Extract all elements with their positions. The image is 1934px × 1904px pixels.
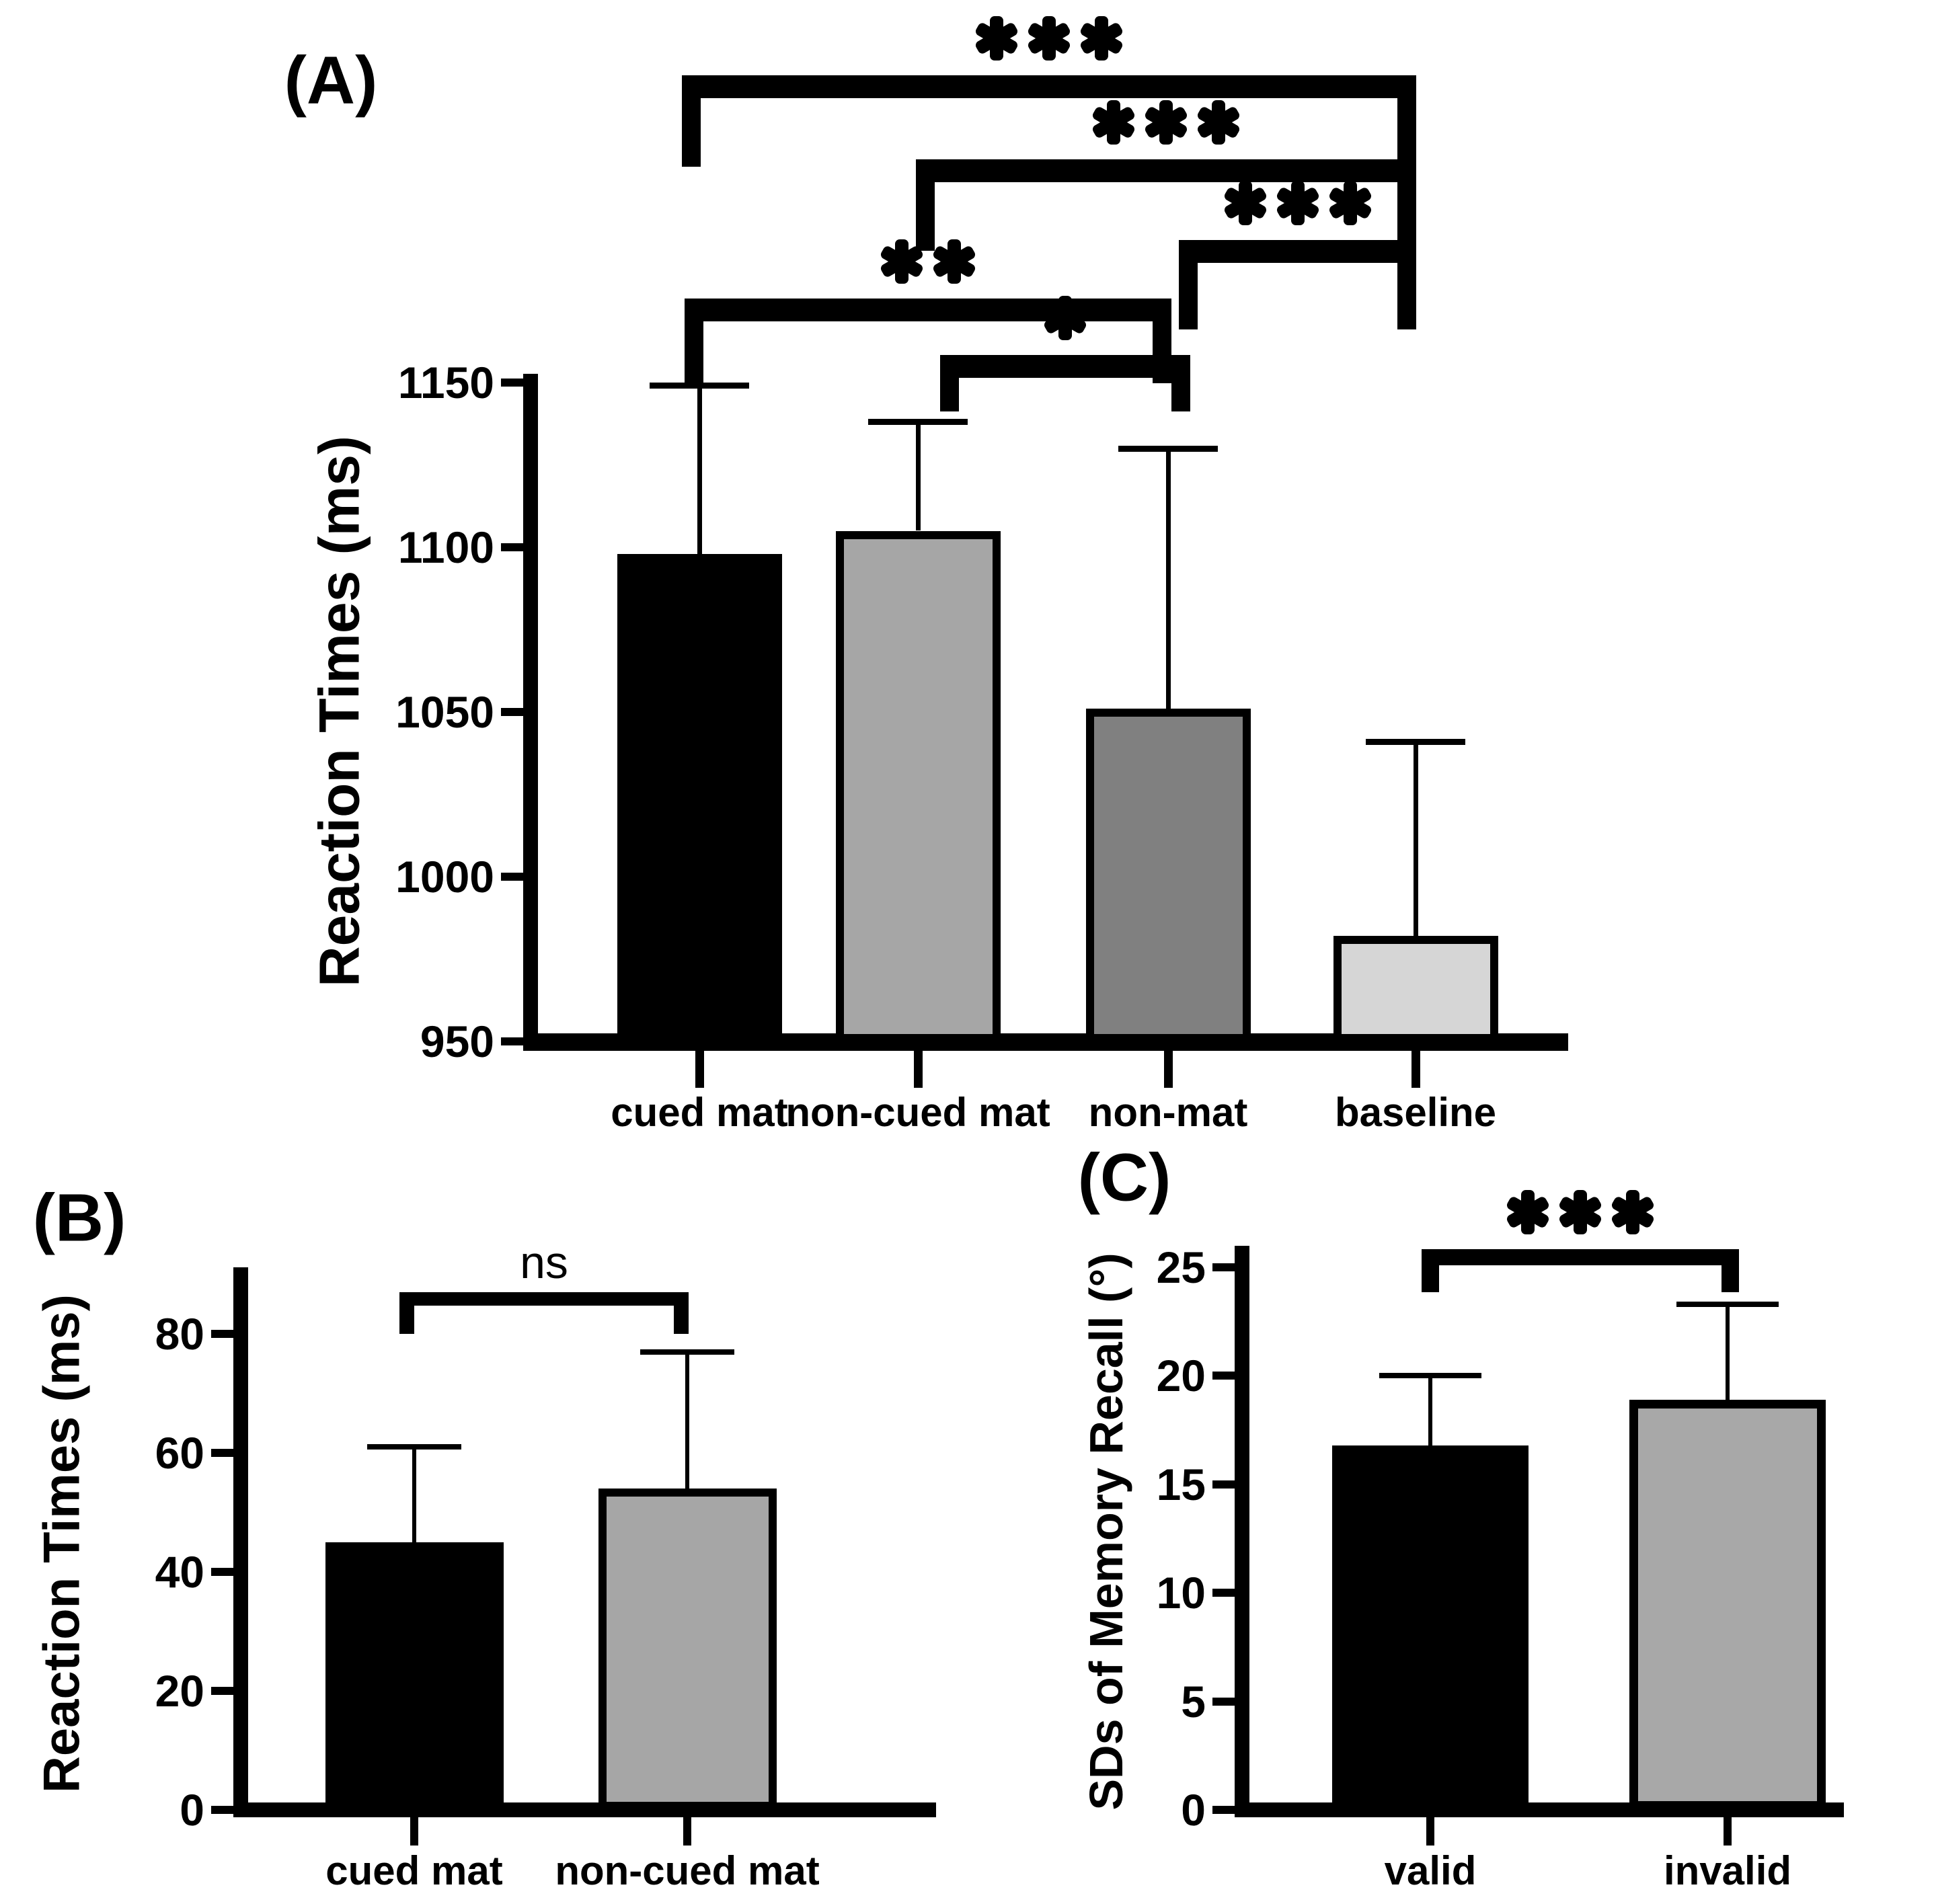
y-tick-label-a-1000: 1000 xyxy=(395,852,494,902)
x-label-baseline: baseline xyxy=(1334,1090,1497,1135)
y-tick-b-60 xyxy=(211,1449,233,1457)
sig-label-non-cued-mat-non-mat xyxy=(1039,294,1091,345)
x-label-non-mat: non-mat xyxy=(1088,1090,1248,1135)
error-stem-invalid xyxy=(1726,1304,1730,1400)
x-tick-invalid xyxy=(1724,1817,1732,1846)
x-tick-valid xyxy=(1426,1817,1434,1846)
bar-non-cued-mat xyxy=(835,530,1001,1042)
error-stem-non-cued-mat xyxy=(916,422,921,531)
sig-bracket-non-cued-mat-non-mat xyxy=(940,355,1190,411)
panel-a-letter: (A) xyxy=(284,42,378,118)
y-tick-b-80 xyxy=(211,1330,233,1338)
y-tick-label-b-60: 60 xyxy=(155,1428,204,1478)
error-stem-cued-mat xyxy=(697,385,702,554)
y-tick-a-1100 xyxy=(501,543,523,551)
y-tick-c-10 xyxy=(1212,1589,1235,1597)
y-tick-label-c-10: 10 xyxy=(1156,1568,1206,1618)
x-label-non-cued-mat: non-cued mat xyxy=(785,1090,1050,1135)
y-tick-b-40 xyxy=(211,1568,233,1576)
x-label-cued-mat: cued mat xyxy=(611,1090,788,1135)
y-tick-c-0 xyxy=(1212,1806,1235,1814)
x-tick-baseline xyxy=(1411,1051,1420,1088)
x-tick-non-mat xyxy=(1164,1051,1173,1088)
y-tick-a-1150 xyxy=(501,379,523,387)
error-stem-non-mat xyxy=(1166,448,1171,709)
sig-bracket-valid-invalid xyxy=(1422,1249,1739,1292)
x-tick-non-cued-mat xyxy=(683,1817,691,1846)
y-tick-c-15 xyxy=(1212,1480,1235,1489)
error-cap-non-cued-mat xyxy=(640,1349,734,1355)
bar-invalid xyxy=(1629,1399,1826,1810)
bar-cued-mat xyxy=(325,1542,504,1810)
sig-label-valid-invalid xyxy=(1502,1189,1659,1239)
bar-non-cued-mat xyxy=(598,1489,777,1810)
y-tick-label-b-80: 80 xyxy=(155,1309,204,1359)
y-tick-a-1000 xyxy=(501,873,523,881)
y-tick-label-c-25: 25 xyxy=(1156,1242,1206,1292)
y-tick-label-c-0: 0 xyxy=(1181,1785,1206,1835)
bar-cued-mat xyxy=(617,553,782,1042)
y-tick-c-5 xyxy=(1212,1697,1235,1706)
y-tick-a-950 xyxy=(501,1037,523,1045)
error-stem-non-cued-mat xyxy=(685,1351,689,1489)
y-tick-c-25 xyxy=(1212,1263,1235,1271)
y-tick-b-0 xyxy=(211,1806,233,1814)
y-tick-label-c-5: 5 xyxy=(1181,1676,1206,1727)
sig-label-cued-mat-non-mat xyxy=(876,238,980,288)
y-tick-label-b-40: 40 xyxy=(155,1547,204,1597)
sig-label-non-cued-mat-baseline xyxy=(1087,99,1245,149)
y-tick-label-a-950: 950 xyxy=(420,1017,494,1066)
error-cap-cued-mat xyxy=(367,1444,461,1450)
error-cap-non-cued-mat xyxy=(868,419,968,426)
error-cap-baseline xyxy=(1366,738,1465,745)
bar-valid xyxy=(1332,1445,1529,1810)
y-axis-line-a xyxy=(523,374,538,1051)
y-tick-label-a-1100: 1100 xyxy=(397,522,494,572)
sig-label-cued-mat-non-cued-mat: ns xyxy=(520,1237,568,1288)
y-tick-label-a-1150: 1150 xyxy=(397,358,494,407)
y-tick-c-20 xyxy=(1212,1372,1235,1380)
y-tick-b-20 xyxy=(211,1687,233,1695)
error-cap-valid xyxy=(1379,1373,1481,1379)
sig-bracket-non-cued-mat-baseline xyxy=(916,159,1416,251)
panel-c-letter: (C) xyxy=(1077,1140,1171,1216)
error-stem-cued-mat xyxy=(412,1447,416,1542)
bar-non-mat xyxy=(1085,709,1251,1042)
y-tick-label-b-20: 20 xyxy=(155,1666,204,1716)
error-cap-non-mat xyxy=(1118,445,1218,452)
y-tick-label-b-0: 0 xyxy=(180,1785,204,1835)
x-tick-cued-mat xyxy=(695,1051,704,1088)
sig-bracket-cued-mat-non-cued-mat xyxy=(399,1292,689,1334)
x-tick-cued-mat xyxy=(410,1817,418,1846)
x-label-cued-mat: cued mat xyxy=(325,1848,503,1893)
x-label-non-cued-mat: non-cued mat xyxy=(555,1848,820,1893)
y-tick-label-c-15: 15 xyxy=(1156,1459,1206,1509)
error-stem-valid xyxy=(1428,1376,1432,1445)
error-cap-invalid xyxy=(1676,1301,1779,1307)
y-axis-line-b xyxy=(233,1267,248,1817)
sig-bracket-cued-mat-baseline xyxy=(682,75,1416,167)
error-stem-baseline xyxy=(1414,742,1418,937)
sig-label-cued-mat-baseline xyxy=(970,15,1128,65)
x-tick-non-cued-mat xyxy=(914,1051,923,1088)
sig-label-non-mat-baseline xyxy=(1219,180,1377,230)
y-tick-label-c-20: 20 xyxy=(1156,1351,1206,1401)
bar-baseline xyxy=(1333,936,1498,1042)
error-cap-cued-mat xyxy=(650,383,749,389)
x-label-valid: valid xyxy=(1384,1848,1477,1893)
x-label-invalid: invalid xyxy=(1663,1848,1792,1893)
sig-bracket-non-mat-baseline xyxy=(1179,240,1416,329)
y-axis-line-c xyxy=(1235,1246,1249,1817)
y-tick-a-1050 xyxy=(501,708,523,716)
y-tick-label-a-1050: 1050 xyxy=(395,687,494,737)
panel-b-letter: (B) xyxy=(32,1180,126,1256)
